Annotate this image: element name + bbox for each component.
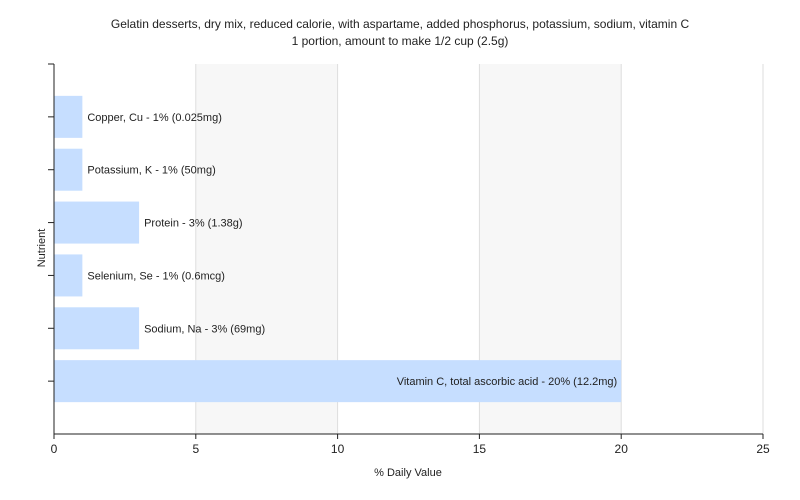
bar-labels: Copper, Cu - 1% (0.025mg) Potassium, K - …: [87, 112, 617, 388]
bar: [54, 95, 83, 138]
x-tick-label: 10: [331, 442, 345, 456]
x-tick-label: 0: [51, 442, 58, 456]
chart-subtitle: 1 portion, amount to make 1/2 cup (2.5g): [291, 34, 509, 48]
bar-label: Selenium, Se - 1% (0.6mcg): [87, 270, 225, 282]
x-tick-label: 20: [615, 442, 629, 456]
bar-label: Sodium, Na - 3% (69mg): [144, 323, 265, 335]
axes: [48, 63, 763, 435]
bar-label: Potassium, K - 1% (50mg): [87, 165, 215, 177]
x-ticks: 0 5 10 15 20 25: [51, 434, 770, 456]
bar: [54, 360, 622, 403]
bar: [54, 148, 83, 191]
y-axis-label: Nutrient: [36, 229, 48, 268]
bar-label: Protein - 3% (1.38g): [144, 218, 242, 230]
chart-title: Gelatin desserts, dry mix, reduced calor…: [110, 17, 690, 31]
bar: [54, 201, 140, 244]
x-tick-label: 25: [756, 442, 770, 456]
x-tick-label: 5: [192, 442, 199, 456]
x-axis-label: % Daily Value: [374, 467, 442, 479]
bar-label: Copper, Cu - 1% (0.025mg): [87, 112, 222, 124]
bar: [54, 307, 140, 350]
bar-label: Vitamin C, total ascorbic acid - 20% (12…: [397, 376, 618, 388]
bar: [54, 254, 83, 297]
x-tick-label: 15: [473, 442, 487, 456]
bars: [54, 95, 622, 403]
